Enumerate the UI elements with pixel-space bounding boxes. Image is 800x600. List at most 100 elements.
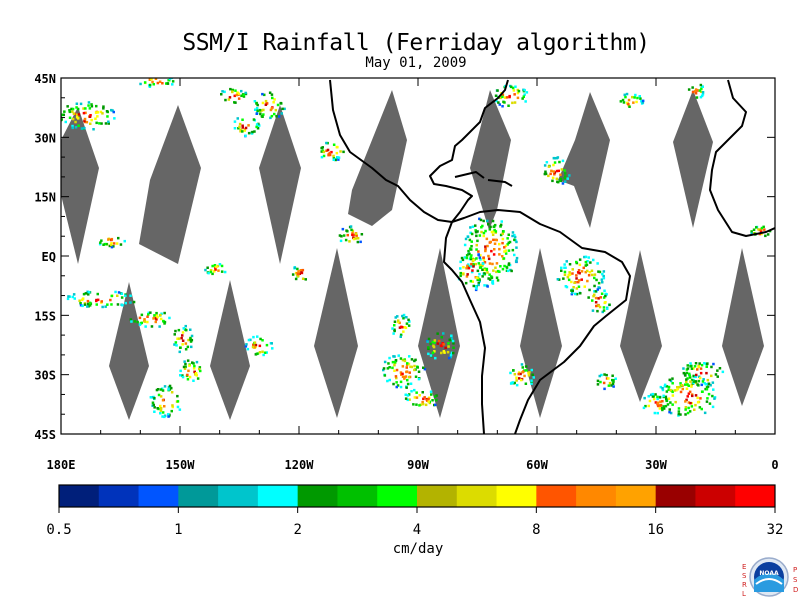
rain-pixel (556, 156, 560, 159)
rain-pixel (580, 270, 584, 273)
rain-pixel (129, 301, 132, 304)
no-data-swaths (61, 90, 764, 420)
rain-pixel (68, 109, 71, 112)
rain-pixel (276, 103, 280, 107)
rain-pixel (399, 357, 403, 360)
x-tick-label: 150W (166, 458, 196, 472)
rain-pixel (395, 368, 399, 372)
rain-pixel (117, 291, 121, 294)
rain-pixel (253, 130, 256, 133)
rain-pixel (252, 343, 255, 346)
rain-pixel (516, 96, 520, 100)
rain-pixel (151, 401, 155, 404)
rain-pixel (408, 320, 411, 323)
rain-pixel (659, 385, 663, 389)
rain-pixel (591, 299, 594, 302)
rain-pixel (465, 266, 468, 270)
rain-pixel (80, 127, 84, 130)
rain-pixel (515, 240, 518, 244)
rain-pixel (700, 94, 704, 98)
rain-pixel (269, 108, 273, 112)
rain-pixel (252, 335, 255, 339)
rain-pixel (239, 130, 242, 133)
rain-pixel (671, 382, 674, 385)
rain-pixel (489, 225, 492, 229)
rain-pixel (692, 380, 696, 383)
rain-pixel (571, 272, 574, 275)
rain-pixel (475, 243, 478, 247)
rain-pixel (464, 237, 468, 241)
rain-pixel (698, 406, 702, 409)
rain-pixel (393, 329, 396, 333)
rain-pixel (468, 238, 472, 242)
rain-pixel (495, 276, 499, 279)
rain-pixel (490, 230, 494, 234)
rain-pixel (123, 239, 126, 243)
rain-pixel (506, 269, 510, 273)
rain-pixel (293, 266, 297, 269)
rain-pixel (247, 131, 251, 135)
rain-pixel (474, 230, 478, 234)
rain-pixel (258, 351, 262, 354)
rain-pixel (255, 112, 258, 115)
rain-pixel (532, 376, 535, 379)
rain-pixel (520, 363, 524, 366)
rain-pixel (696, 401, 700, 404)
rain-pixel (572, 286, 575, 289)
rain-pixel (256, 109, 259, 112)
rain-pixel (335, 151, 339, 155)
rain-pixel (520, 378, 523, 382)
rain-pixel (327, 153, 330, 157)
rain-pixel (86, 290, 89, 294)
rain-pixel (403, 326, 406, 329)
rain-pixel (483, 284, 486, 287)
rain-pixel (188, 375, 192, 379)
rain-pixel (690, 393, 694, 396)
rain-pixel (470, 232, 474, 236)
rain-pixel (72, 293, 76, 296)
rain-pixel (171, 405, 174, 409)
rain-pixel (326, 148, 330, 152)
rain-pixel (338, 234, 342, 237)
rain-pixel (179, 346, 182, 349)
rain-pixel (112, 242, 116, 245)
rain-pixel (264, 99, 268, 103)
rain-pixel (83, 119, 86, 123)
rain-pixel (89, 114, 92, 117)
rain-pixel (448, 356, 451, 360)
rain-pixel (120, 296, 124, 299)
rain-pixel (491, 262, 494, 266)
rain-pixel (413, 388, 416, 392)
rain-pixel (687, 406, 690, 410)
rain-pixel (521, 366, 524, 369)
rain-pixel (71, 124, 74, 128)
rain-pixel (759, 230, 763, 233)
rain-pixel (415, 396, 419, 399)
rain-pixel (255, 125, 258, 129)
rain-pixel (699, 397, 702, 400)
rain-pixel (460, 256, 464, 260)
rain-pixel (138, 316, 142, 320)
rain-pixel (471, 225, 475, 228)
y-tick-label: 15S (34, 309, 56, 323)
rain-pixel (488, 273, 491, 276)
rain-pixel (99, 110, 103, 114)
rain-pixel (579, 292, 582, 295)
rain-pixel (508, 240, 512, 244)
rain-pixel (399, 335, 402, 338)
rain-pixel (465, 254, 469, 257)
logo-letter: R (742, 581, 747, 589)
rain-pixel (173, 333, 176, 336)
rain-pixel (223, 90, 226, 94)
rain-pixel (614, 377, 617, 380)
rain-pixel (671, 390, 674, 394)
rain-pixel (107, 238, 110, 241)
rain-pixel (503, 264, 506, 268)
rain-pixel (242, 93, 245, 97)
rain-pixel (387, 362, 390, 365)
rain-pixel (264, 103, 268, 106)
rain-pixel (596, 379, 600, 383)
rain-pixel (675, 389, 678, 392)
rain-pixel (421, 402, 425, 406)
rain-pixel (635, 100, 638, 104)
